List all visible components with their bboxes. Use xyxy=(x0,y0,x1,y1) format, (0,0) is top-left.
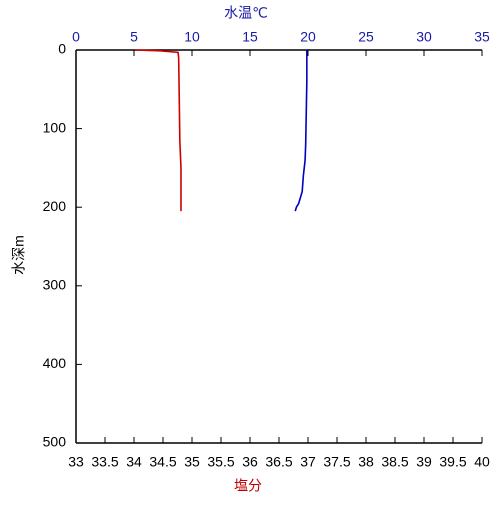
x-tick-label: 35 xyxy=(184,454,200,470)
x-tick-label: 39.5 xyxy=(439,454,466,470)
x-tick-label: 37 xyxy=(300,454,316,470)
x-tick-label: 34 xyxy=(126,454,142,470)
y-tick-label: 500 xyxy=(43,434,67,450)
x2-axis-label: 水温℃ xyxy=(224,5,268,21)
x-tick-label: 40 xyxy=(474,454,490,470)
x-tick-label: 38.5 xyxy=(381,454,408,470)
x-tick-label: 33.5 xyxy=(91,454,118,470)
y-tick-label: 100 xyxy=(43,119,67,135)
x-tick-label: 36 xyxy=(242,454,258,470)
x-tick-label: 38 xyxy=(358,454,374,470)
x-tick-label: 39 xyxy=(416,454,432,470)
x-axis-label: 塩分 xyxy=(234,478,262,494)
x2-tick-label: 0 xyxy=(72,29,80,45)
x2-tick-label: 35 xyxy=(474,29,490,45)
x-tick-label: 35.5 xyxy=(207,454,234,470)
x-tick-label: 37.5 xyxy=(323,454,350,470)
x2-tick-label: 5 xyxy=(130,29,138,45)
y-tick-label: 200 xyxy=(43,198,67,214)
x2-tick-label: 30 xyxy=(416,29,432,45)
x-tick-label: 33 xyxy=(68,454,84,470)
profile-line xyxy=(135,49,182,212)
y-tick-label: 300 xyxy=(43,277,67,293)
profile-line xyxy=(294,50,308,212)
y-tick-label: 0 xyxy=(58,41,66,57)
y-tick-label: 400 xyxy=(43,355,67,371)
x2-tick-label: 25 xyxy=(358,29,374,45)
x2-tick-label: 20 xyxy=(300,29,316,45)
x2-tick-label: 10 xyxy=(184,29,200,45)
y-axis-label: 水深m xyxy=(11,235,27,275)
x-tick-label: 34.5 xyxy=(149,454,176,470)
x2-tick-label: 15 xyxy=(242,29,258,45)
x-tick-label: 36.5 xyxy=(265,454,292,470)
